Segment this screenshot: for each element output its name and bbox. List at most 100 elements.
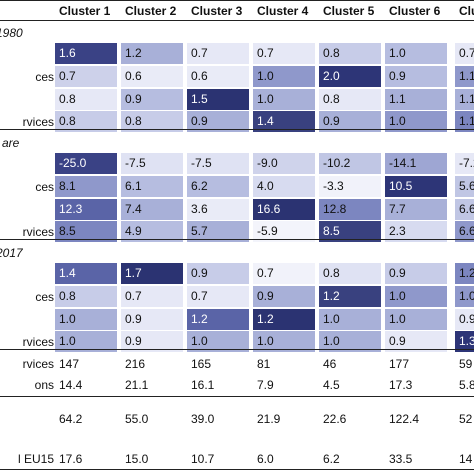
table-cell: 17.6 — [59, 452, 83, 466]
table-cell: 0.9 — [253, 286, 315, 307]
table-cell: 4.9 — [121, 221, 183, 242]
table-cell: 15.0 — [125, 452, 149, 466]
table-cell: 0.7 — [55, 66, 117, 87]
table-cell: 1.0 — [55, 331, 117, 352]
table-cell: 216 — [125, 357, 146, 371]
table-cell: 1.7 — [121, 263, 183, 284]
table-cell: 7.7 — [385, 199, 447, 220]
table-cell: 0.9 — [319, 111, 381, 132]
column-header: Cluster 7 — [459, 4, 474, 18]
column-header: Cluster 2 — [125, 4, 177, 18]
table-cell: 8.5 — [55, 221, 117, 242]
table-rule — [0, 129, 474, 130]
table-cell: 4.5 — [323, 378, 340, 392]
row-label: rvices — [22, 225, 54, 239]
table-cell: -7.5 — [187, 153, 249, 174]
table-cell: 21.1 — [125, 378, 149, 392]
table-cell: 17.3 — [389, 378, 413, 392]
table-cell: 33.5 — [389, 452, 413, 466]
section-title: 1980 — [0, 26, 23, 40]
table-cell: 2.0 — [319, 66, 381, 87]
table-cell: 1.0 — [385, 309, 447, 330]
row-label: ons — [34, 378, 54, 392]
table-cell: 147 — [59, 357, 80, 371]
table-cell: 0.7 — [455, 43, 474, 64]
table-cell: 0.9 — [121, 89, 183, 110]
table-cell: 14.4 — [59, 378, 83, 392]
table-cell: 0.9 — [385, 331, 447, 352]
table-cell: 1.1 — [385, 89, 447, 110]
table-cell: 4.0 — [253, 176, 315, 197]
table-rule — [0, 396, 474, 397]
table-cell: 0.7 — [253, 263, 315, 284]
column-header: Cluster 4 — [257, 4, 309, 18]
table-cell: 0.9 — [385, 66, 447, 87]
table-cell: 2.3 — [385, 221, 447, 242]
table-rule — [0, 0, 474, 1]
column-header: Cluster 1 — [59, 4, 111, 18]
table-cell: 0.6 — [187, 66, 249, 87]
table-cell: 39.0 — [191, 412, 215, 426]
table-cell: 0.9 — [455, 309, 474, 330]
table-cell: 64.2 — [59, 412, 83, 426]
table-cell: 1.0 — [455, 286, 474, 307]
table-cell: 7.9 — [257, 378, 274, 392]
column-header: Cluster 5 — [323, 4, 375, 18]
table-cell: 6.2 — [187, 176, 249, 197]
row-label: ces — [35, 180, 54, 194]
table-cell: 8.5 — [319, 221, 381, 242]
table-cell: 1.6 — [55, 43, 117, 64]
table-cell: 1.5 — [187, 89, 249, 110]
table-cell: 0.6 — [121, 66, 183, 87]
table-cell: 10.7 — [191, 452, 215, 466]
row-label: ces — [35, 70, 54, 84]
table-rule — [0, 469, 474, 470]
row-label: l EU15 — [17, 452, 54, 466]
table-cell: 6.0 — [257, 452, 274, 466]
table-cell: -9.0 — [253, 153, 315, 174]
table-cell: 1.1 — [455, 111, 474, 132]
table-cell: 1.4 — [55, 263, 117, 284]
table-cell: 0.9 — [121, 309, 183, 330]
table-rule — [0, 349, 474, 350]
table-cell: 0.7 — [187, 286, 249, 307]
row-label: rvices — [22, 335, 54, 349]
table-cell: 1.0 — [55, 309, 117, 330]
table-cell: 1.0 — [385, 111, 447, 132]
table-rule — [0, 20, 474, 21]
table-cell: 1.0 — [253, 89, 315, 110]
table-cell: 1.0 — [385, 286, 447, 307]
table-cell: 1.1 — [455, 89, 474, 110]
table-cell: 1.0 — [319, 331, 381, 352]
table-cell: 6.2 — [323, 452, 340, 466]
table-rule — [0, 239, 474, 240]
table-cell: 165 — [191, 357, 212, 371]
table-cell: 14 — [459, 452, 473, 466]
table-cell: 7.4 — [121, 199, 183, 220]
table-cell: 1.0 — [319, 309, 381, 330]
table-cell: 1.2 — [455, 263, 474, 284]
table-cell: 0.8 — [55, 111, 117, 132]
table-cell: -10.2 — [319, 153, 381, 174]
row-label: rvices — [22, 115, 54, 129]
table-cell: -7.5 — [121, 153, 183, 174]
row-label: ces — [35, 290, 54, 304]
table-cell: 55.0 — [125, 412, 149, 426]
table-cell: 6.6 — [455, 221, 474, 242]
table-cell: 6.6 — [455, 199, 474, 220]
table-cell: 16.6 — [253, 199, 315, 220]
table-cell: 10.5 — [385, 176, 447, 197]
table-cell: 52 — [459, 412, 473, 426]
table-cell: 5.6 — [455, 176, 474, 197]
table-cell: 0.7 — [187, 43, 249, 64]
column-header: Cluster 3 — [191, 4, 243, 18]
table-cell: 1.0 — [253, 66, 315, 87]
table-cell: -25.0 — [55, 153, 117, 174]
table-cell: 1.1 — [455, 66, 474, 87]
table-cell: 1.2 — [319, 286, 381, 307]
table-cell: -3.3 — [319, 176, 381, 197]
table-cell: -5.9 — [253, 221, 315, 242]
table-cell: 12.3 — [55, 199, 117, 220]
table-cell: 1.0 — [187, 331, 249, 352]
